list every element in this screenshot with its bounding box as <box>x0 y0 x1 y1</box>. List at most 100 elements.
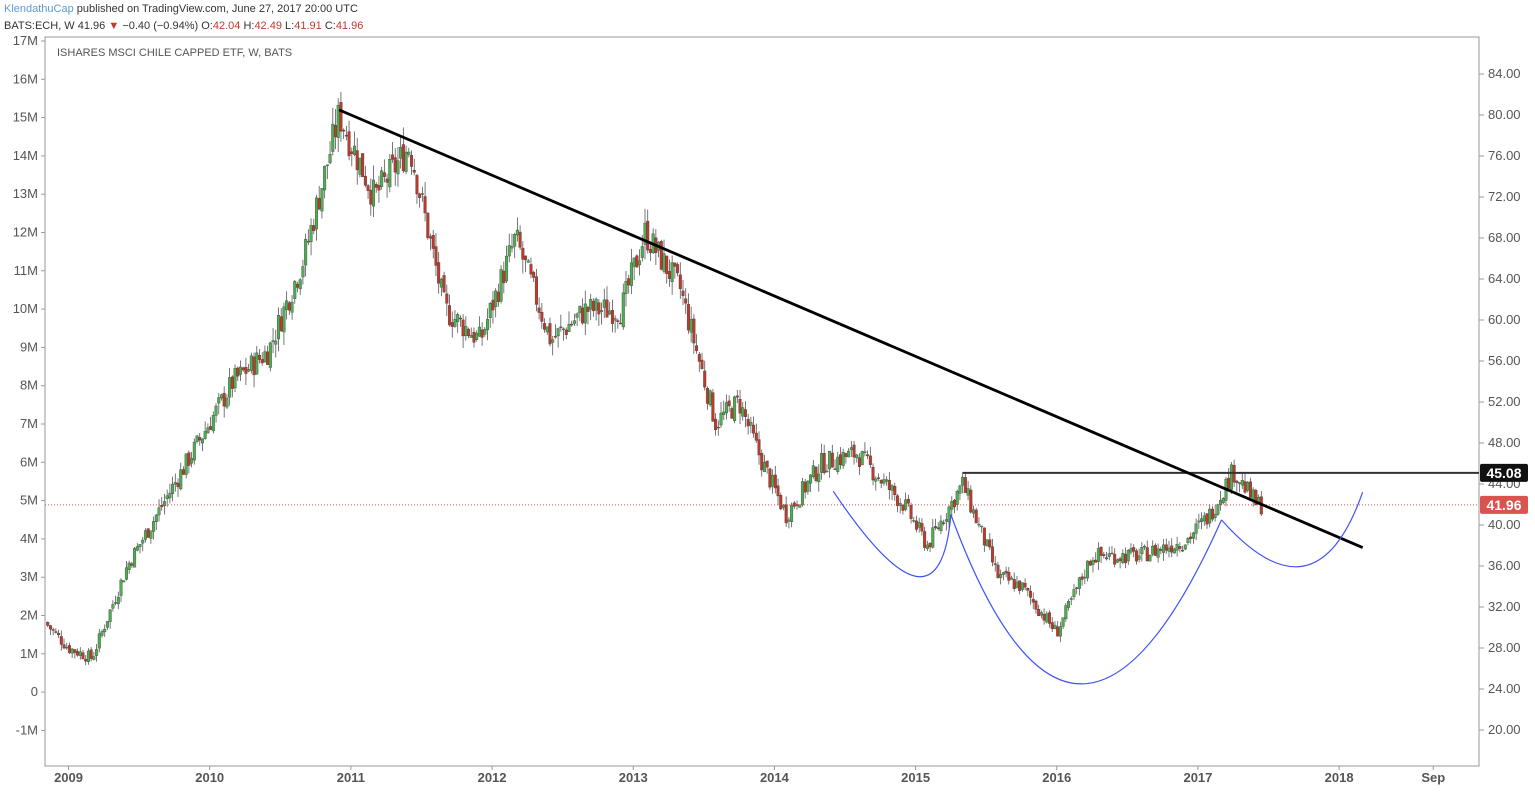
candle-body <box>355 150 359 171</box>
candle-body <box>619 322 623 325</box>
candle-body <box>135 546 139 551</box>
candle-body <box>225 397 229 408</box>
candle-body <box>162 501 166 507</box>
candle-body <box>200 438 204 444</box>
candle-body <box>456 314 460 322</box>
price-tick-label: 84.00 <box>1488 66 1521 81</box>
price-tick-label: 72.00 <box>1488 189 1521 204</box>
candle-body <box>714 418 718 430</box>
candle-body <box>1015 581 1019 588</box>
price-change: −0.40 (−0.94%) <box>122 20 199 32</box>
candle-body <box>730 408 734 419</box>
price-labels: 45.08 41.96 <box>1480 463 1528 514</box>
price-tick-label: 56.00 <box>1488 353 1521 368</box>
candle-body <box>448 305 452 326</box>
candle-body <box>290 301 294 313</box>
candle-body <box>393 157 397 173</box>
candle-body <box>524 255 528 261</box>
candle-body <box>1134 550 1138 562</box>
candle-body <box>977 523 981 526</box>
candle-body <box>382 172 386 177</box>
candle-body <box>369 189 373 205</box>
price-tick-label: 48.00 <box>1488 435 1521 450</box>
candle-body <box>540 312 544 322</box>
time-tick-label: 2016 <box>1042 770 1071 785</box>
candle-body <box>719 412 723 426</box>
candle-body <box>160 505 164 508</box>
candle-body <box>866 454 870 457</box>
candle-body <box>127 562 131 570</box>
candle-body <box>1208 508 1212 524</box>
candle-body <box>1170 545 1174 553</box>
candle-body <box>1037 609 1041 617</box>
candle-body <box>803 481 807 493</box>
candle-body <box>450 322 454 327</box>
candle-body <box>1012 579 1016 589</box>
candle-body <box>323 165 327 191</box>
candle-body <box>48 625 52 630</box>
candle-body <box>632 257 636 267</box>
candle-body <box>830 452 834 468</box>
candle-body <box>488 303 492 318</box>
candle-body <box>429 236 433 239</box>
volume-tick-label: 0 <box>31 684 38 699</box>
candle-body <box>974 509 978 524</box>
candle-body <box>122 580 126 583</box>
candle-body <box>217 397 221 404</box>
author-link[interactable]: KlendathuCap <box>4 3 74 15</box>
candle-body <box>988 539 992 548</box>
candle-body <box>257 355 261 360</box>
candle-body <box>752 424 756 434</box>
candle-body <box>1048 612 1052 624</box>
candle-body <box>543 323 547 330</box>
candle-body <box>594 298 598 311</box>
candle-body <box>173 482 177 485</box>
candle-body <box>437 262 441 284</box>
candle-body <box>906 498 910 504</box>
candle-body <box>784 504 788 524</box>
candle-body <box>314 197 318 230</box>
candle-body <box>233 368 237 389</box>
candle-body <box>608 310 612 315</box>
candle-body <box>1229 464 1233 490</box>
chart-title: ISHARES MSCI CHILE CAPPED ETF, W, BATS <box>57 47 292 59</box>
candle-body <box>317 198 321 210</box>
candle-body <box>1151 545 1155 555</box>
candle-body <box>678 274 682 290</box>
candle-body <box>838 454 842 465</box>
candle-body <box>999 574 1003 578</box>
volume-tick-label: -1M <box>16 722 38 737</box>
candle-body <box>1058 626 1062 637</box>
candle-body <box>442 275 446 293</box>
candle-body <box>431 234 435 249</box>
candle-body <box>1042 613 1046 621</box>
candle-body <box>105 621 109 628</box>
low-value: 41.91 <box>294 20 322 32</box>
candle-body <box>681 290 685 296</box>
candle-body <box>1069 598 1073 600</box>
candle-body <box>344 134 348 137</box>
candle-body <box>534 276 538 305</box>
candle-body <box>828 450 832 470</box>
candle-body <box>876 477 880 479</box>
time-tick-label: 2011 <box>337 770 365 785</box>
candle-body <box>1200 518 1204 522</box>
candle-body <box>295 283 299 288</box>
candle-body <box>1102 554 1106 556</box>
candle-body <box>179 469 183 490</box>
candle-body <box>502 270 506 284</box>
candle-body <box>939 520 943 532</box>
candle-body <box>331 123 335 152</box>
candle-body <box>285 300 289 310</box>
candle-body <box>304 238 308 266</box>
time-axis: 2009 2010 2011 2012 2013 2014 2015 2016 2017 2018… <box>54 766 1445 785</box>
candle-body <box>458 317 462 320</box>
volume-tick-label: 13M <box>13 186 38 201</box>
candle-body <box>1248 481 1252 498</box>
candle-body <box>933 526 937 528</box>
candle-body <box>686 303 690 331</box>
close-label: C: <box>324 20 336 32</box>
candle-body <box>955 491 959 505</box>
candle-body <box>1031 598 1035 603</box>
